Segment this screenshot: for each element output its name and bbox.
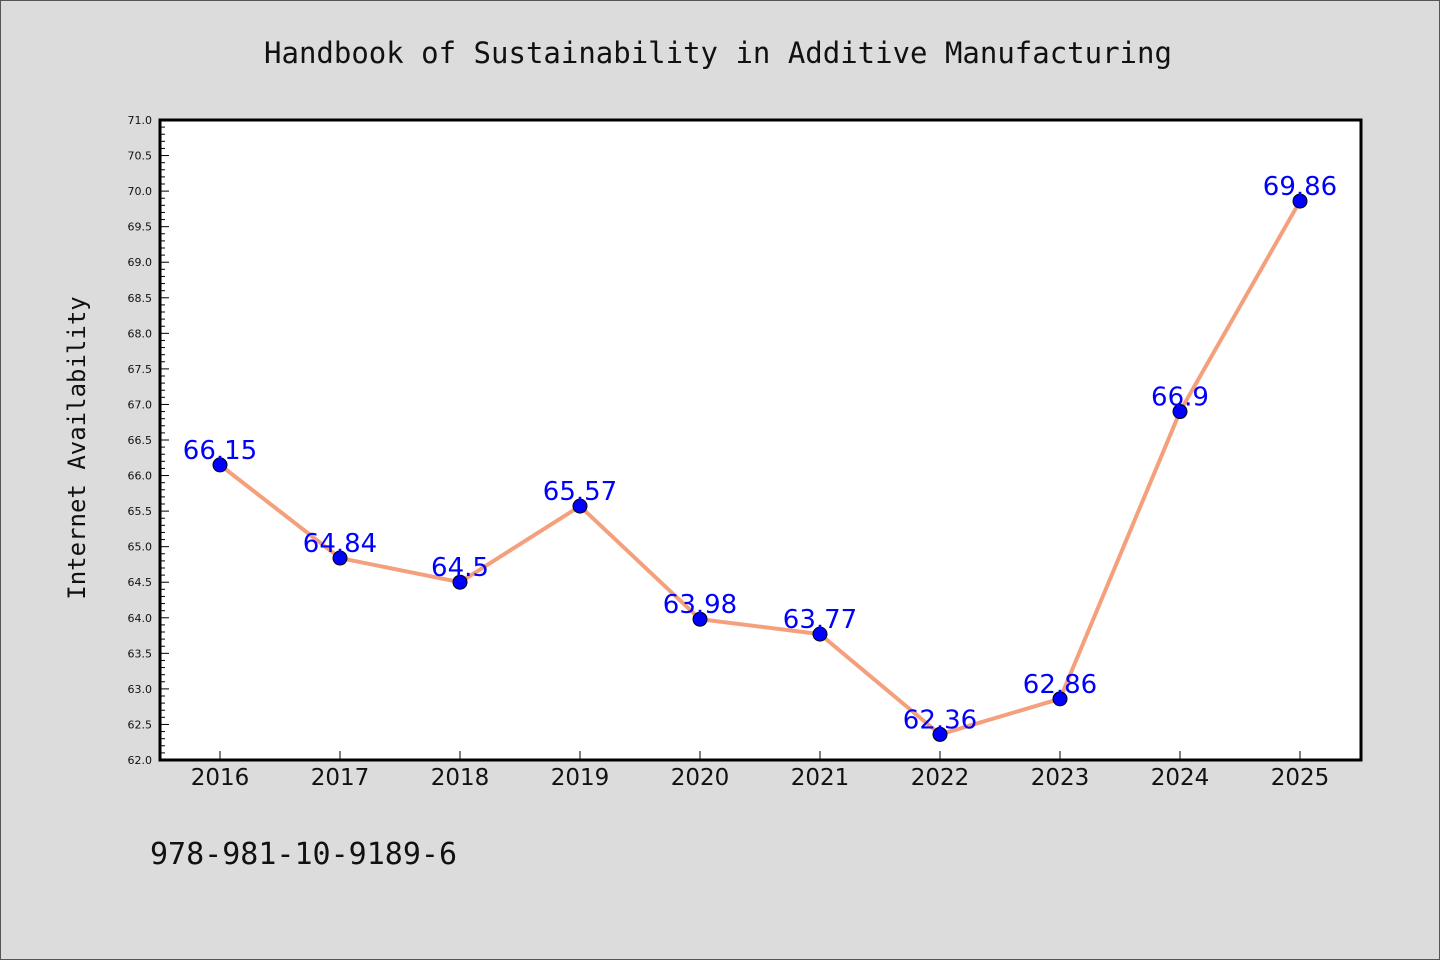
chart-title: Handbook of Sustainability in Additive M… xyxy=(264,36,1172,70)
y-tick-label: 67.5 xyxy=(128,363,153,376)
y-tick-label: 63.5 xyxy=(128,647,153,660)
data-label: 63.98 xyxy=(663,590,737,620)
x-tick-label: 2024 xyxy=(1151,765,1210,791)
y-tick-label: 70.0 xyxy=(128,185,153,198)
data-point xyxy=(1172,404,1188,420)
data-label: 62.36 xyxy=(903,705,977,735)
x-tick-label: 2020 xyxy=(671,765,730,791)
y-tick-label: 69.5 xyxy=(128,221,153,234)
series-layer: 66.15 64.84 64.5 65.57 63.98 63.77 62.36 62.86 6… xyxy=(183,172,1337,742)
y-tick-label: 64.5 xyxy=(128,576,153,589)
data-point xyxy=(212,457,228,473)
x-tick-label: 2017 xyxy=(311,765,370,791)
data-point xyxy=(932,726,948,742)
y-tick-label: 62.0 xyxy=(128,754,153,767)
data-point xyxy=(452,574,468,590)
data-point xyxy=(1052,691,1068,707)
y-tick-label: 67.0 xyxy=(128,398,153,411)
series-line xyxy=(218,200,1302,737)
y-tick-label: 71.0 xyxy=(128,114,153,127)
y-tick-label: 70.5 xyxy=(128,150,153,163)
y-tick-label: 68.0 xyxy=(128,327,153,340)
x-tick-label: 2018 xyxy=(431,765,490,791)
y-axis: 62.0 62.5 63.0 63.5 64.0 64.5 65.0 65.5 66.0 66.5… xyxy=(128,114,169,767)
data-label: 64.5 xyxy=(431,553,489,583)
x-tick-label: 2023 xyxy=(1031,765,1090,791)
x-tick-label: 2022 xyxy=(911,765,970,791)
data-label: 69.86 xyxy=(1263,172,1337,202)
data-point xyxy=(332,550,348,566)
isbn-note: 978-981-10-9189-6 xyxy=(150,837,457,872)
x-tick-label: 2016 xyxy=(191,765,250,791)
y-tick-label: 62.5 xyxy=(128,718,153,731)
plot-area xyxy=(158,118,1363,762)
y-tick-label: 65.5 xyxy=(128,505,153,518)
data-label: 66.15 xyxy=(183,436,257,466)
y-tick-label: 63.0 xyxy=(128,683,153,696)
y-tick-label: 69.0 xyxy=(128,256,153,269)
y-tick-label: 66.0 xyxy=(128,470,153,483)
data-label: 64.84 xyxy=(303,529,377,559)
y-tick-label: 65.0 xyxy=(128,541,153,554)
y-tick-label: 68.5 xyxy=(128,292,153,305)
x-tick-label: 2021 xyxy=(791,765,850,791)
data-label: 66.9 xyxy=(1151,383,1209,413)
data-point xyxy=(812,626,828,642)
data-point xyxy=(692,611,708,627)
data-label: 63.77 xyxy=(783,605,857,635)
y-axis-label: Internet Availability xyxy=(63,296,91,599)
x-tick-label: 2025 xyxy=(1271,765,1330,791)
data-point xyxy=(1292,193,1308,209)
x-tick-label: 2019 xyxy=(551,765,610,791)
y-tick-label: 64.0 xyxy=(128,612,153,625)
y-tick-label: 66.5 xyxy=(128,434,153,447)
x-axis: 2016 2017 2018 2019 2020 2021 2022 2023 2024 2025 xyxy=(191,751,1330,791)
data-label: 65.57 xyxy=(543,477,617,507)
data-label: 62.86 xyxy=(1023,670,1097,700)
data-point xyxy=(572,498,588,514)
